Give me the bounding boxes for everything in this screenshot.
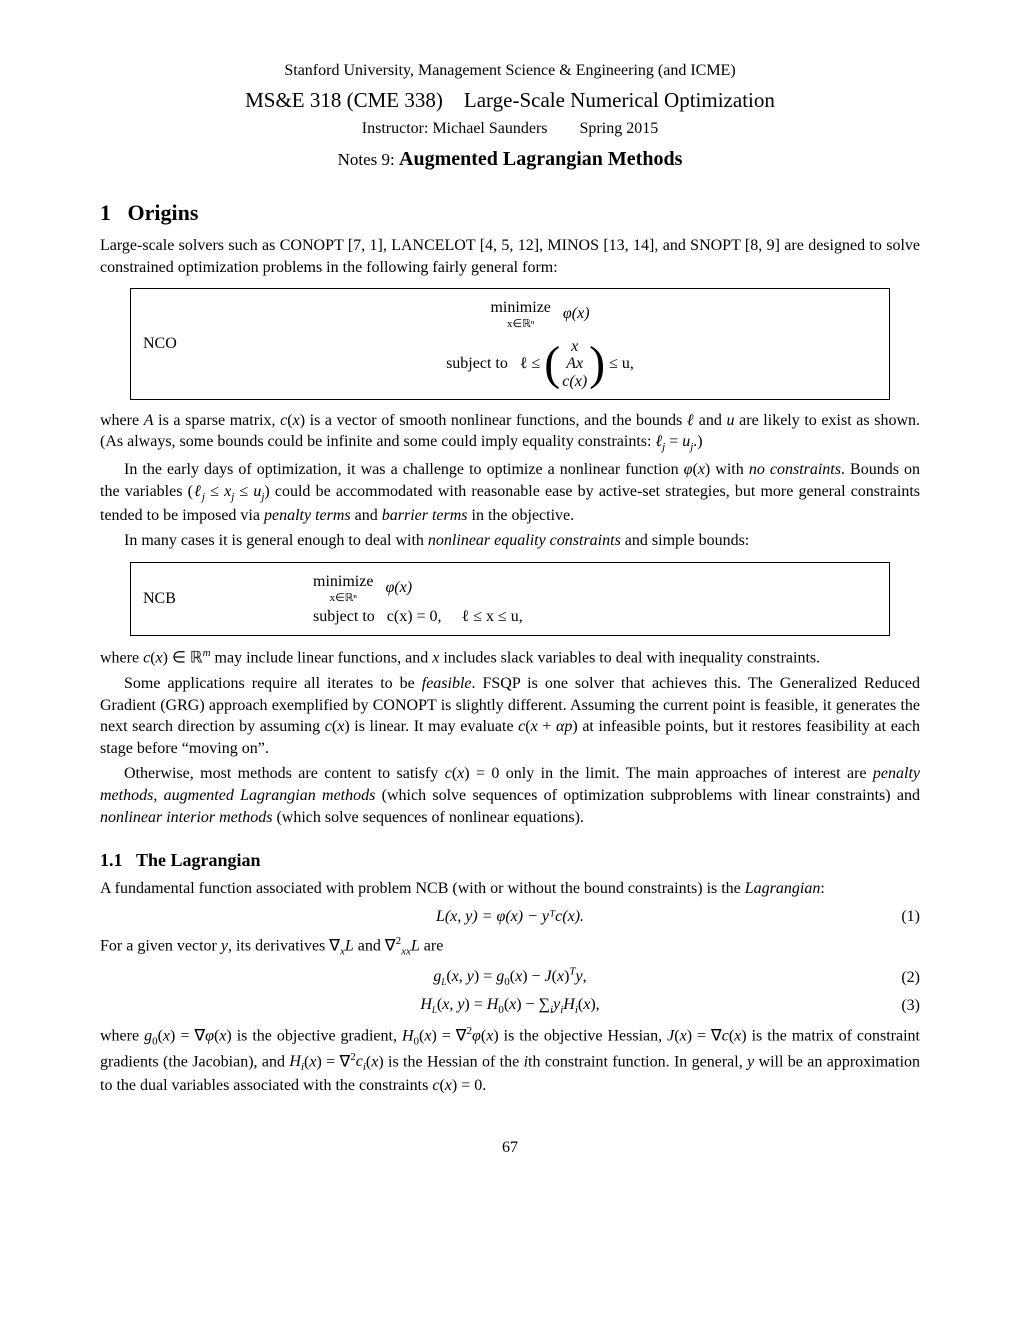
- notes-title: Augmented Lagrangian Methods: [399, 148, 682, 170]
- minimize-domain: x∈ℝⁿ: [490, 317, 550, 332]
- constraint-matrix: ( x Ax c(x) ): [544, 338, 605, 391]
- paragraph: where c(x) ∈ ℝm may include linear funct…: [100, 646, 920, 669]
- subsection-title: The Lagrangian: [136, 850, 261, 870]
- minimize-text: minimize: [313, 571, 373, 593]
- paragraph: In the early days of optimization, it wa…: [100, 459, 920, 526]
- ncb-objective: φ(x): [385, 579, 412, 596]
- equation-number: (1): [901, 906, 920, 928]
- paragraph: Large-scale solvers such as CONOPT [7, 1…: [100, 235, 920, 278]
- minimize-operator: minimize x∈ℝⁿ: [313, 571, 373, 605]
- paragraph: For a given vector y, its derivatives ∇x…: [100, 934, 920, 959]
- ncb-content: minimize x∈ℝⁿ φ(x) subject to c(x) = 0, …: [203, 571, 877, 627]
- notes-title-line: Notes 9: Augmented Lagrangian Methods: [100, 146, 920, 173]
- paragraph: where A is a sparse matrix, c(x) is a ve…: [100, 410, 920, 456]
- equation-body: gL(x, y) = g0(x) − J(x)Ty,: [433, 968, 586, 985]
- section-number: 1: [100, 200, 111, 225]
- subject-to: subject to ℓ ≤: [446, 355, 540, 372]
- document-header: Stanford University, Management Science …: [100, 60, 920, 173]
- paragraph: In many cases it is general enough to de…: [100, 530, 920, 552]
- paragraph: A fundamental function associated with p…: [100, 878, 920, 900]
- equation-number: (2): [901, 967, 920, 989]
- section-1-heading: 1 Origins: [100, 198, 920, 228]
- ncb-box: NCB minimize x∈ℝⁿ φ(x) subject to c(x) =…: [130, 562, 890, 636]
- minimize-text: minimize: [490, 297, 550, 319]
- minimize-operator: minimize x∈ℝⁿ: [490, 297, 550, 331]
- subsection-1-1-heading: 1.1 The Lagrangian: [100, 848, 920, 872]
- equation-body: L(x, y) = φ(x) − yᵀc(x).: [436, 908, 584, 925]
- equation-3: HL(x, y) = H0(x) − ∑iyiHi(x), (3): [100, 994, 920, 1018]
- paragraph: Some applications require all iterates t…: [100, 673, 920, 759]
- course-line: MS&E 318 (CME 338) Large-Scale Numerical…: [100, 86, 920, 114]
- minimize-domain: x∈ℝⁿ: [313, 591, 373, 606]
- matrix-row: Ax: [562, 355, 587, 373]
- paragraph: where g0(x) = ∇φ(x) is the objective gra…: [100, 1024, 920, 1096]
- nco-box: NCO minimize x∈ℝⁿ φ(x) subject to ℓ ≤ ( …: [130, 288, 890, 399]
- university-line: Stanford University, Management Science …: [100, 60, 920, 82]
- constraint-tail: ≤ u,: [609, 355, 634, 372]
- section-title: Origins: [128, 200, 199, 225]
- equation-number: (3): [901, 996, 920, 1018]
- equation-2: gL(x, y) = g0(x) − J(x)Ty, (2): [100, 965, 920, 990]
- paragraph: Otherwise, most methods are content to s…: [100, 763, 920, 828]
- matrix-row: x: [562, 338, 587, 356]
- instructor-line: Instructor: Michael Saunders Spring 2015: [100, 118, 920, 140]
- subsection-number: 1.1: [100, 850, 123, 870]
- ncb-label: NCB: [143, 588, 203, 610]
- nco-objective: φ(x): [563, 305, 590, 322]
- notes-prefix: Notes 9:: [338, 150, 399, 169]
- ncb-constraint: subject to c(x) = 0, ℓ ≤ x ≤ u,: [313, 606, 877, 628]
- matrix-row: c(x): [562, 373, 587, 391]
- equation-1: L(x, y) = φ(x) − yᵀc(x). (1): [100, 906, 920, 928]
- page-number: 67: [100, 1137, 920, 1159]
- nco-content: minimize x∈ℝⁿ φ(x) subject to ℓ ≤ ( x Ax…: [203, 297, 877, 390]
- nco-label: NCO: [143, 333, 203, 355]
- equation-body: HL(x, y) = H0(x) − ∑iyiHi(x),: [420, 996, 599, 1013]
